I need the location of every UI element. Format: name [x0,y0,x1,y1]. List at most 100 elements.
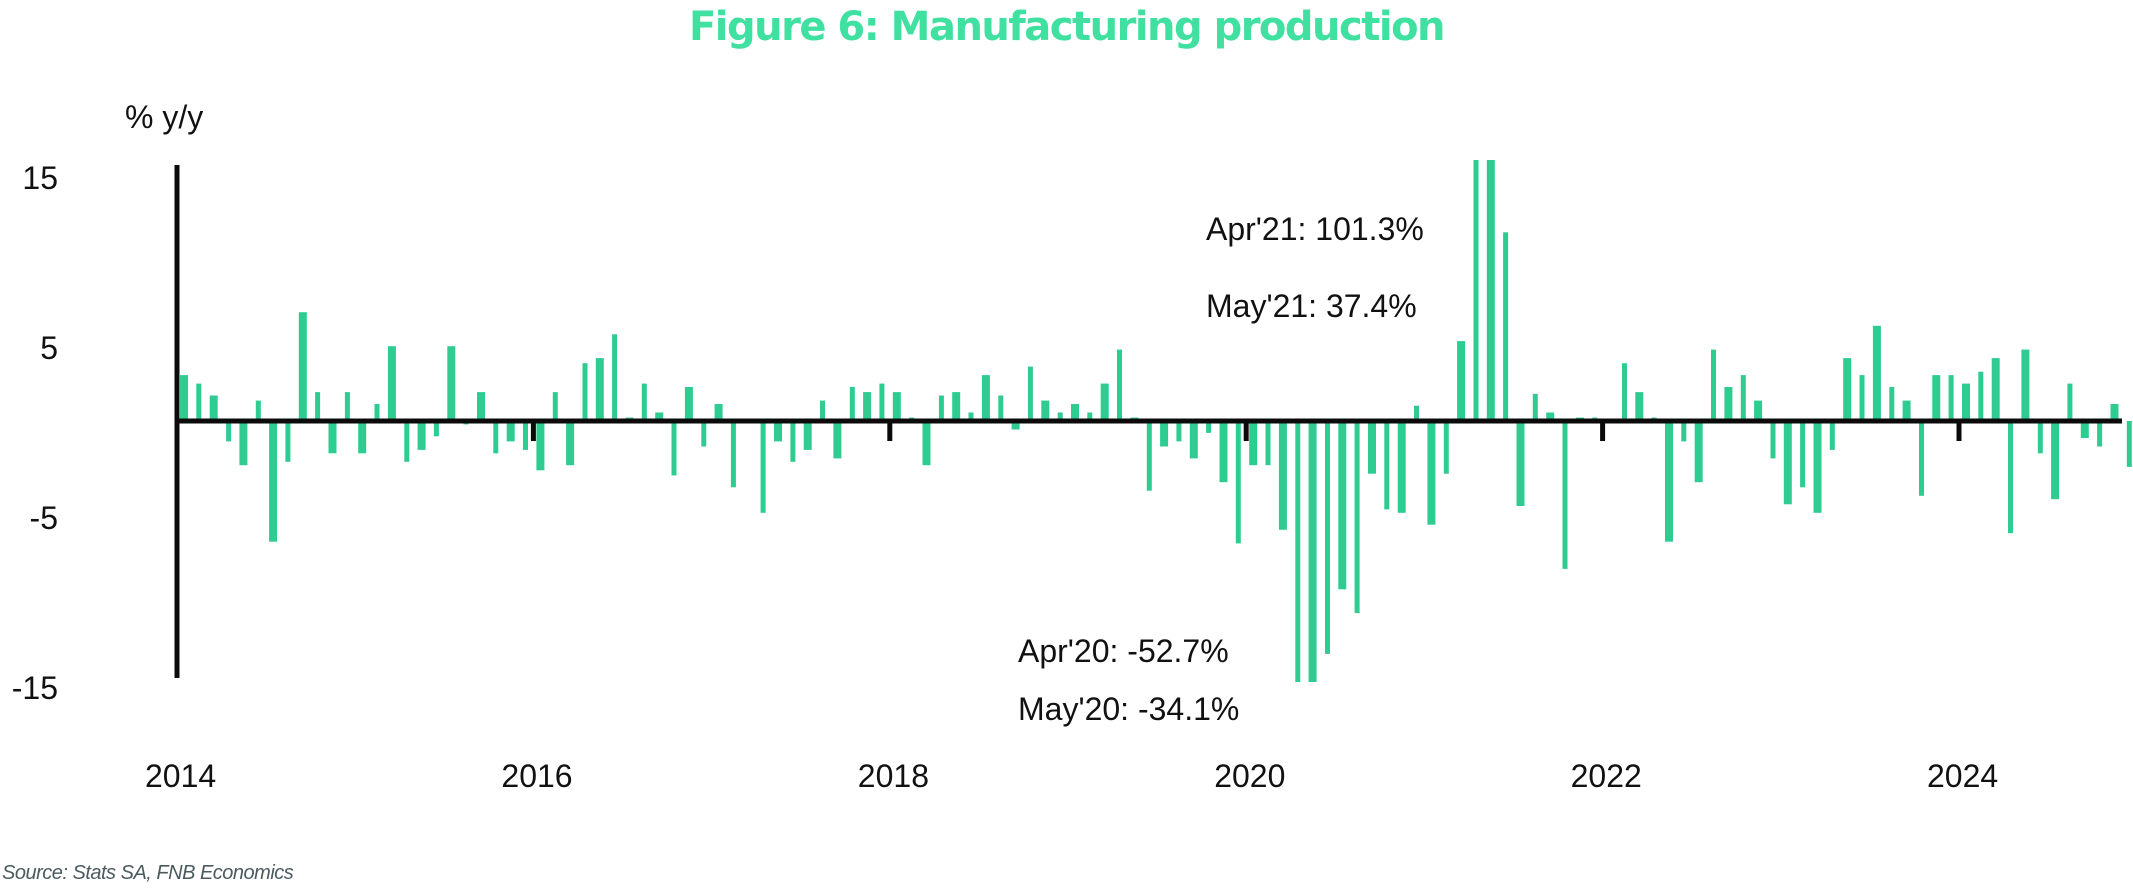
bar [1665,421,1673,542]
bar [1397,421,1406,513]
x-tick-mark [1956,421,1962,441]
bar [404,421,410,462]
bar [612,334,618,421]
bar [2080,421,2089,438]
bar [879,383,885,421]
bar [180,375,188,421]
bar-series [180,160,2132,682]
bar [1249,421,1258,466]
bar [1189,421,1198,459]
bar [790,421,796,462]
bar [981,375,990,421]
bar [641,383,647,421]
bar [1532,393,1538,421]
bar [315,392,321,421]
bar [447,346,456,421]
bar [1872,325,1881,421]
bar [1754,400,1763,421]
bar [1011,421,1020,430]
bar [328,421,337,454]
bar [417,421,426,450]
x-tick-label: 2022 [1571,758,1642,794]
bar [209,395,218,421]
bar [2110,404,2119,421]
bar [1859,375,1865,421]
bar [1027,366,1033,421]
x-tick-mark [887,421,893,441]
bar [1384,421,1390,510]
bar [1622,363,1627,421]
bar [506,421,515,442]
annotation-apr20: Apr'20: -52.7% [1018,633,1229,669]
bar [239,421,248,466]
bar [2021,349,2030,421]
bar [1206,421,1212,433]
bar [701,421,707,447]
bar [1681,421,1687,442]
bar [1503,232,1509,421]
x-tick-label: 2024 [1927,758,1998,794]
bar [226,421,232,442]
bar [1516,421,1525,506]
bar [863,392,872,421]
axes [174,165,2122,678]
bar [820,400,825,421]
bar [714,404,723,421]
bar [477,392,485,421]
x-tick-label: 2014 [145,758,216,794]
x-tick-label: 2018 [858,758,929,794]
bar [196,383,202,421]
bar [1041,400,1050,421]
y-tick-label: -5 [30,500,58,536]
chart-title: Figure 6: Manufacturing production [688,4,1446,50]
bar [1889,387,1895,421]
bar [922,421,931,466]
bar [1473,160,1479,421]
x-tick-label: 2016 [501,758,572,794]
bar [1368,421,1376,474]
bar [1308,421,1317,682]
bar [1978,371,1984,421]
bar [1160,421,1169,447]
bar [774,421,782,442]
bar [1071,404,1079,421]
bar [1800,421,1806,488]
bar [892,392,901,421]
x-tick-labels: 2014 2016 2018 2020 2022 2024 [145,758,1998,794]
bar [1991,358,2000,421]
y-tick-label: 15 [22,160,58,196]
bar [1932,375,1941,421]
source-note: Source: Stats SA, FNB Economics [2,862,294,884]
bar [1265,421,1271,466]
x-tick-label: 2020 [1214,758,1285,794]
y-tick-labels: 15 5 -5 -15 [12,160,58,706]
bar [833,421,842,459]
bar [358,421,367,454]
bar [2008,421,2013,534]
x-tick-mark [530,421,536,441]
bar [1117,349,1122,421]
bar [1783,421,1792,505]
annotation-may20: May'20: -34.1% [1018,691,1239,727]
bar [1219,421,1228,483]
bar [952,392,961,421]
bar [1829,421,1835,450]
bar [493,421,499,454]
bar [1919,421,1924,496]
bar [2037,421,2043,454]
bar [1100,383,1109,421]
bar [803,421,812,450]
bar [1457,341,1466,421]
bar [1770,421,1776,459]
bar [387,346,396,421]
bar [269,421,278,542]
x-tick-mark [1600,421,1606,441]
bar [285,421,291,462]
y-axis-label: % y/y [125,99,203,135]
bar [1057,412,1063,421]
bar [1740,375,1746,421]
bar [1427,421,1436,525]
bar [255,400,261,421]
bar [1948,375,1954,421]
